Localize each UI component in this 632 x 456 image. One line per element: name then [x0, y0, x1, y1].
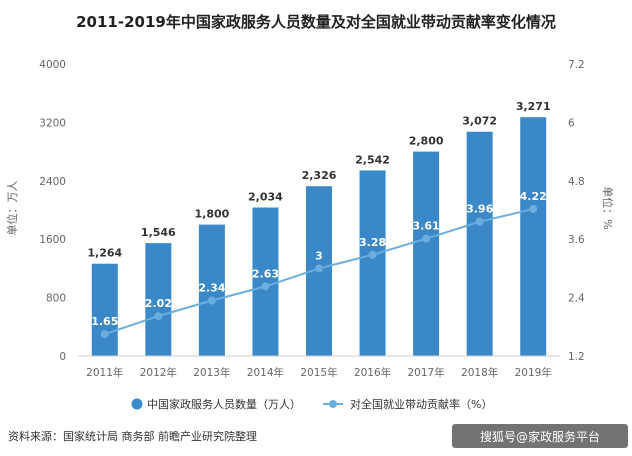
right-tick-label: 6	[568, 117, 575, 129]
line-point	[154, 312, 163, 321]
legend: 中国家政服务人员数量（万人） 对全国就业带动贡献率（%）	[131, 397, 492, 411]
left-tick-label: 1600	[39, 234, 66, 246]
bar	[413, 151, 440, 356]
line-point	[422, 234, 431, 243]
line-series: 1.65 2.02 2.34 2.63 3 3.28 3.61 3.96 4.22	[91, 190, 547, 339]
line-point	[368, 250, 377, 259]
x-tick-label: 2011年	[86, 366, 123, 379]
right-tick-label: 3.6	[568, 234, 585, 246]
right-tick-label: 7.2	[568, 59, 585, 71]
bar-value-label: 3,072	[462, 115, 497, 128]
bar	[466, 131, 493, 356]
legend-line-dot	[329, 400, 337, 408]
line-point	[100, 330, 109, 339]
bar-series: 1,264 1,546 1,800 2,034 2,326 2,542 2,800 3,072…	[87, 100, 551, 356]
bar	[198, 224, 225, 356]
legend-line-label: 对全国就业带动贡献率（%）	[350, 397, 492, 411]
left-tick-label: 4000	[39, 59, 66, 71]
left-axis-ticks: 0 800 1600 2400 3200 4000	[39, 59, 66, 363]
line-value-label: 2.34	[198, 282, 225, 295]
right-axis-label: 单位：%	[601, 186, 615, 229]
line-value-label: 3.96	[466, 203, 493, 216]
x-tick-label: 2013年	[193, 366, 230, 379]
x-tick-label: 2018年	[461, 366, 498, 379]
x-axis-ticks: 2011年 2012年 2013年 2014年 2015年 2016年 2017年 2018年…	[86, 366, 552, 379]
line-point	[207, 296, 216, 305]
bar	[91, 263, 118, 356]
line-value-label: 2.02	[145, 297, 172, 310]
line-value-label: 3.61	[413, 220, 440, 233]
bar-value-label: 2,326	[302, 169, 337, 182]
bar-value-label: 2,800	[409, 135, 444, 148]
watermark: 搜狐号@家政服务平台	[480, 429, 600, 444]
line-point	[529, 205, 538, 214]
line-value-label: 3.28	[359, 236, 386, 249]
x-tick-label: 2016年	[354, 366, 391, 379]
right-axis-ticks: 1.2 2.4 3.6 4.8 6 7.2	[568, 59, 585, 363]
legend-bar-marker	[131, 398, 143, 410]
bar	[359, 170, 386, 356]
left-tick-label: 2400	[39, 176, 66, 188]
left-tick-label: 3200	[39, 117, 66, 129]
line-point	[315, 264, 323, 273]
bar-value-label: 2,034	[248, 191, 283, 204]
line-point	[261, 282, 270, 291]
bar-value-label: 1,800	[194, 208, 229, 221]
bar-value-label: 2,542	[355, 153, 390, 166]
line-value-label: 1.65	[91, 315, 118, 328]
line-value-label: 3	[315, 249, 323, 262]
x-tick-label: 2017年	[407, 366, 444, 379]
bar	[145, 243, 172, 356]
x-tick-label: 2015年	[300, 366, 337, 379]
watermark-bg	[452, 424, 628, 448]
left-tick-label: 800	[46, 293, 66, 305]
left-axis-label: 单位：万人	[5, 181, 19, 236]
source-note: 资料来源：国家统计局 商务部 前瞻产业研究院整理	[8, 429, 257, 443]
bar-value-label: 1,546	[141, 226, 176, 239]
bar	[520, 117, 547, 356]
right-tick-label: 1.2	[568, 351, 585, 363]
line-point	[475, 217, 484, 226]
right-tick-label: 2.4	[568, 293, 585, 305]
x-tick-label: 2019年	[515, 366, 552, 379]
right-tick-label: 4.8	[568, 176, 585, 188]
left-tick-label: 0	[59, 351, 66, 363]
line-value-label: 4.22	[520, 190, 547, 203]
line-value-label: 2.63	[252, 267, 279, 280]
x-tick-label: 2014年	[247, 366, 284, 379]
bar-value-label: 3,271	[516, 100, 551, 113]
chart-title: 2011-2019年中国家政服务人员数量及对全国就业带动贡献率变化情况	[76, 13, 556, 31]
bar-value-label: 1,264	[87, 247, 122, 260]
bar	[252, 207, 279, 356]
x-tick-label: 2012年	[140, 366, 177, 379]
legend-bar-label: 中国家政服务人员数量（万人）	[147, 397, 301, 411]
